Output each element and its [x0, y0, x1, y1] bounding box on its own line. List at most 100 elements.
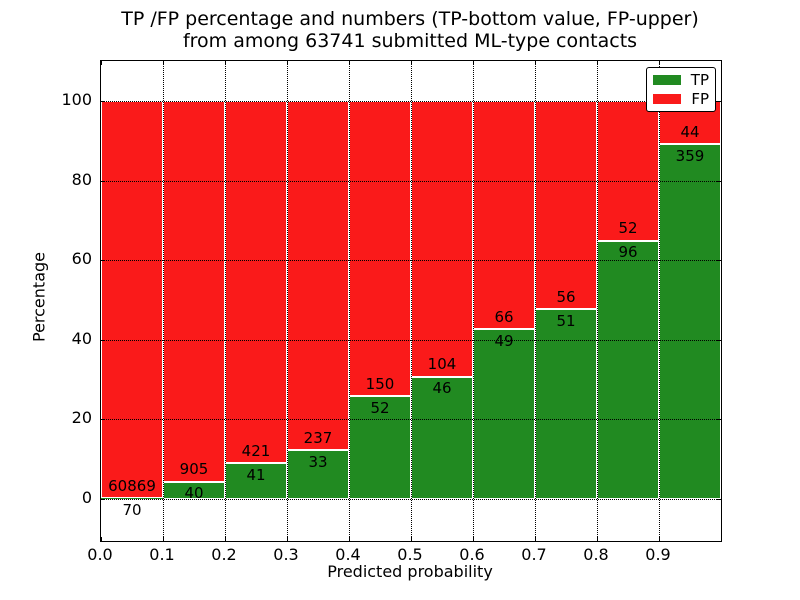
tp-count-label: 33: [308, 452, 328, 471]
tp-count-label: 46: [432, 379, 452, 398]
x-tick-mark-top: [101, 61, 102, 65]
x-tick-mark-bottom: [163, 537, 164, 541]
y-tick-label: 80: [71, 169, 92, 189]
x-tick-mark-bottom: [473, 537, 474, 541]
x-tick-mark-top: [349, 61, 350, 65]
x-tick-label: 0.8: [583, 545, 609, 564]
x-tick-label: 0.7: [521, 545, 547, 564]
y-tick-mark-right: [717, 180, 721, 182]
tp-count-label: 359: [675, 146, 705, 165]
bar-segment-fp: [287, 101, 349, 450]
x-tick-label: 0.0: [87, 545, 113, 564]
bar-segment-fp: [101, 101, 163, 499]
tp-count-label: 52: [370, 398, 390, 417]
x-gridline: [225, 61, 226, 541]
x-gridline: [287, 61, 288, 541]
x-gridline: [659, 61, 660, 541]
y-tick-mark-right: [717, 498, 721, 500]
y-tick-mark-left: [101, 498, 105, 500]
x-tick-mark-bottom: [659, 537, 660, 541]
x-tick-mark-bottom: [535, 537, 536, 541]
chart-title-line2: from among 63741 submitted ML-type conta…: [182, 30, 638, 52]
bar-segment-tp: [597, 240, 659, 499]
x-tick-mark-top: [163, 61, 164, 65]
x-tick-mark-top: [473, 61, 474, 65]
fp-count-label: 905: [179, 460, 209, 479]
bar-segment-tp: [225, 463, 287, 499]
y-tick-label: 0: [81, 487, 92, 507]
fp-count-label: 150: [365, 374, 395, 393]
tp-count-label: 40: [184, 484, 204, 503]
x-tick-label: 0.1: [149, 545, 175, 564]
fp-legend-swatch: [653, 94, 681, 104]
bar-segment-tp: [659, 144, 721, 499]
tp-count-label: 70: [122, 500, 142, 519]
fp-count-label: 56: [556, 287, 576, 306]
bar-segment-fp: [411, 101, 473, 377]
x-tick-mark-top: [659, 61, 660, 65]
x-tick-label: 0.2: [211, 545, 237, 564]
x-gridline: [163, 61, 164, 541]
y-tick-mark-right: [717, 339, 721, 341]
fp-count-label: 66: [494, 307, 514, 326]
x-tick-mark-bottom: [411, 537, 412, 541]
fp-legend-label: FP: [691, 90, 709, 108]
y-tick-mark-left: [101, 260, 105, 262]
x-axis-label: Predicted probability: [327, 562, 493, 581]
fp-count-label: 421: [241, 441, 271, 460]
y-tick-label: 40: [71, 328, 92, 348]
y-tick-mark-left: [101, 339, 105, 341]
x-gridline: [535, 61, 536, 541]
y-tick-label: 20: [71, 408, 92, 428]
x-tick-mark-bottom: [101, 537, 102, 541]
bar-segment-tp: [473, 329, 535, 499]
y-tick-mark-right: [717, 260, 721, 262]
bar-segment-fp: [225, 101, 287, 464]
x-tick-mark-top: [535, 61, 536, 65]
legend-entry-tp: TP: [653, 71, 709, 89]
x-tick-label: 0.4: [335, 545, 361, 564]
bar-segment-fp: [473, 101, 535, 330]
tp-legend-label: TP: [690, 71, 709, 89]
chart-title-line1: TP /FP percentage and numbers (TP-bottom…: [121, 8, 699, 30]
y-tick-mark-left: [101, 180, 105, 182]
y-tick-mark-left: [101, 419, 105, 421]
tp-count-label: 51: [556, 311, 576, 330]
plot-area: 60869 70 905 40 421 41 237 33 150 52 104 46 66 49 56 51…: [100, 60, 722, 542]
x-tick-label: 0.3: [273, 545, 299, 564]
x-tick-mark-bottom: [597, 537, 598, 541]
x-tick-mark-top: [287, 61, 288, 65]
bar-segment-fp: [349, 101, 411, 397]
y-tick-mark-right: [717, 419, 721, 421]
fp-count-label: 60869: [108, 476, 156, 495]
tp-count-label: 96: [618, 243, 638, 262]
x-tick-mark-top: [597, 61, 598, 65]
x-tick-label: 0.6: [459, 545, 485, 564]
x-tick-label: 0.9: [645, 545, 671, 564]
legend: TP FP: [646, 67, 716, 112]
y-tick-mark-left: [101, 101, 105, 102]
y-tick-label: 60: [71, 249, 92, 269]
x-gridline: [473, 61, 474, 541]
x-gridline: [411, 61, 412, 541]
bar-segment-fp: [163, 101, 225, 482]
x-gridline: [597, 61, 598, 541]
bar-segment-tp: [411, 376, 473, 499]
x-tick-mark-bottom: [349, 537, 350, 541]
y-tick-label: 100: [61, 90, 92, 109]
x-tick-mark-top: [411, 61, 412, 65]
x-tick-mark-bottom: [287, 537, 288, 541]
x-tick-mark-bottom: [225, 537, 226, 541]
fp-count-label: 237: [303, 428, 333, 447]
fp-count-label: 44: [680, 122, 700, 141]
fp-count-label: 104: [427, 355, 457, 374]
tp-count-label: 41: [246, 465, 266, 484]
fp-count-label: 52: [618, 219, 638, 238]
bar-segment-fp: [535, 101, 597, 310]
x-tick-label: 0.5: [397, 545, 423, 564]
x-tick-mark-top: [225, 61, 226, 65]
x-gridline: [349, 61, 350, 541]
chart-title: TP /FP percentage and numbers (TP-bottom…: [100, 8, 720, 52]
bar-segment-tp: [535, 309, 597, 499]
